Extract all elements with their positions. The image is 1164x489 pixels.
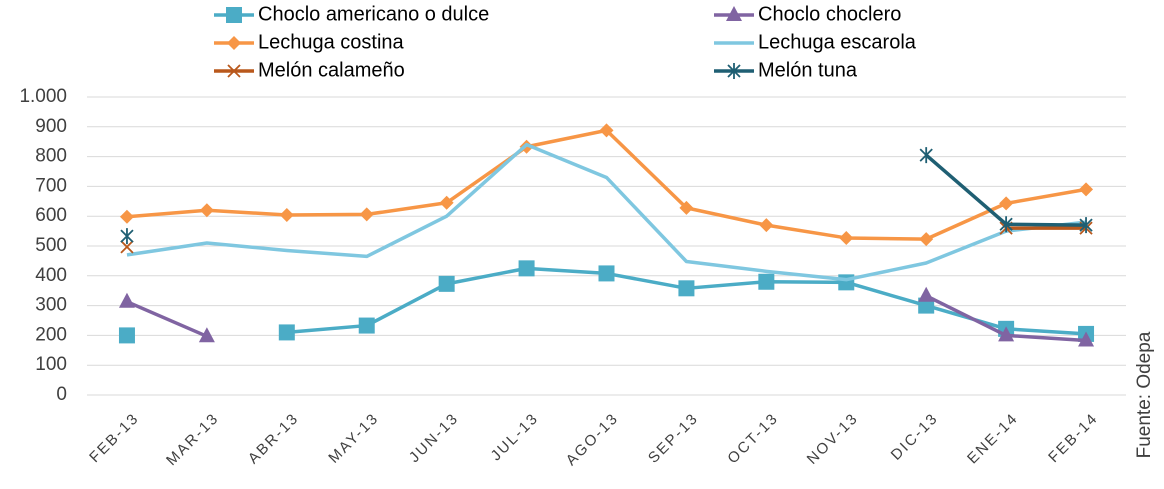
series-line [925,153,1087,227]
y-tick-label: 100 [35,354,67,375]
x-tick-label: ENE-14 [964,410,1022,468]
marker [758,273,775,290]
x-tick-label: MAR-13 [163,410,222,469]
marker [227,64,241,78]
marker [279,208,294,223]
marker [599,123,614,138]
x-tick-label: FEB-14 [1045,410,1101,466]
y-tick-label: 700 [35,175,67,196]
source-note: Fuente: Odepa [1134,331,1155,458]
marker [919,232,934,247]
marker [119,209,134,224]
marker [1079,182,1094,197]
marker [1079,217,1093,234]
x-tick-label: SEP-13 [645,410,702,467]
marker [438,275,455,292]
marker [227,36,241,50]
series-line [286,266,1087,336]
marker [679,200,694,215]
marker [839,230,854,245]
marker [120,240,134,254]
y-tick-label: 300 [35,295,67,316]
marker [726,6,742,21]
y-tick-label: 900 [35,116,67,137]
x-tick-label: JUL-13 [488,410,543,465]
marker [226,7,242,23]
marker [358,317,375,334]
y-tick-label: 200 [35,324,67,345]
legend-label: Melón tuna [758,59,858,81]
y-tick-label: 800 [35,146,67,167]
marker [518,260,535,277]
marker [727,63,741,79]
x-tick-label: DIC-13 [888,410,942,464]
x-tick-label: AGO-13 [563,410,622,469]
marker [118,292,135,308]
marker [278,324,295,341]
x-tick-label: MAY-13 [325,410,382,467]
marker [439,195,454,210]
y-tick-label: 400 [35,265,67,286]
marker [759,218,774,233]
legend-label: Lechuga escarola [758,31,917,53]
x-tick-label: OCT-13 [724,410,782,468]
marker [1078,331,1095,347]
marker [199,203,214,218]
marker [678,280,695,297]
legend-label: Choclo americano o dulce [258,3,489,25]
marker [999,216,1013,233]
y-tick-label: 500 [35,235,67,256]
series-line [126,294,1087,343]
y-tick-label: 1.000 [19,86,67,107]
marker [919,147,933,164]
marker [998,326,1015,342]
y-tick-label: 600 [35,205,67,226]
series-line [126,142,1087,282]
marker [598,265,615,282]
marker [118,327,135,344]
marker [198,327,215,343]
legend-label: Choclo choclero [758,3,901,25]
marker [359,207,374,222]
legend-label: Melón calameño [258,59,405,81]
marker [999,196,1014,211]
series-line [126,128,1087,241]
marker [918,286,935,302]
marker [120,228,134,245]
x-tick-label: FEB-13 [86,410,142,466]
x-tick-label: JUN-13 [406,410,462,466]
x-tick-label: ABR-13 [245,410,303,468]
legend-label: Lechuga costina [258,31,405,53]
x-tick-label: NOV-13 [804,410,862,468]
y-tick-label: 0 [56,384,67,405]
